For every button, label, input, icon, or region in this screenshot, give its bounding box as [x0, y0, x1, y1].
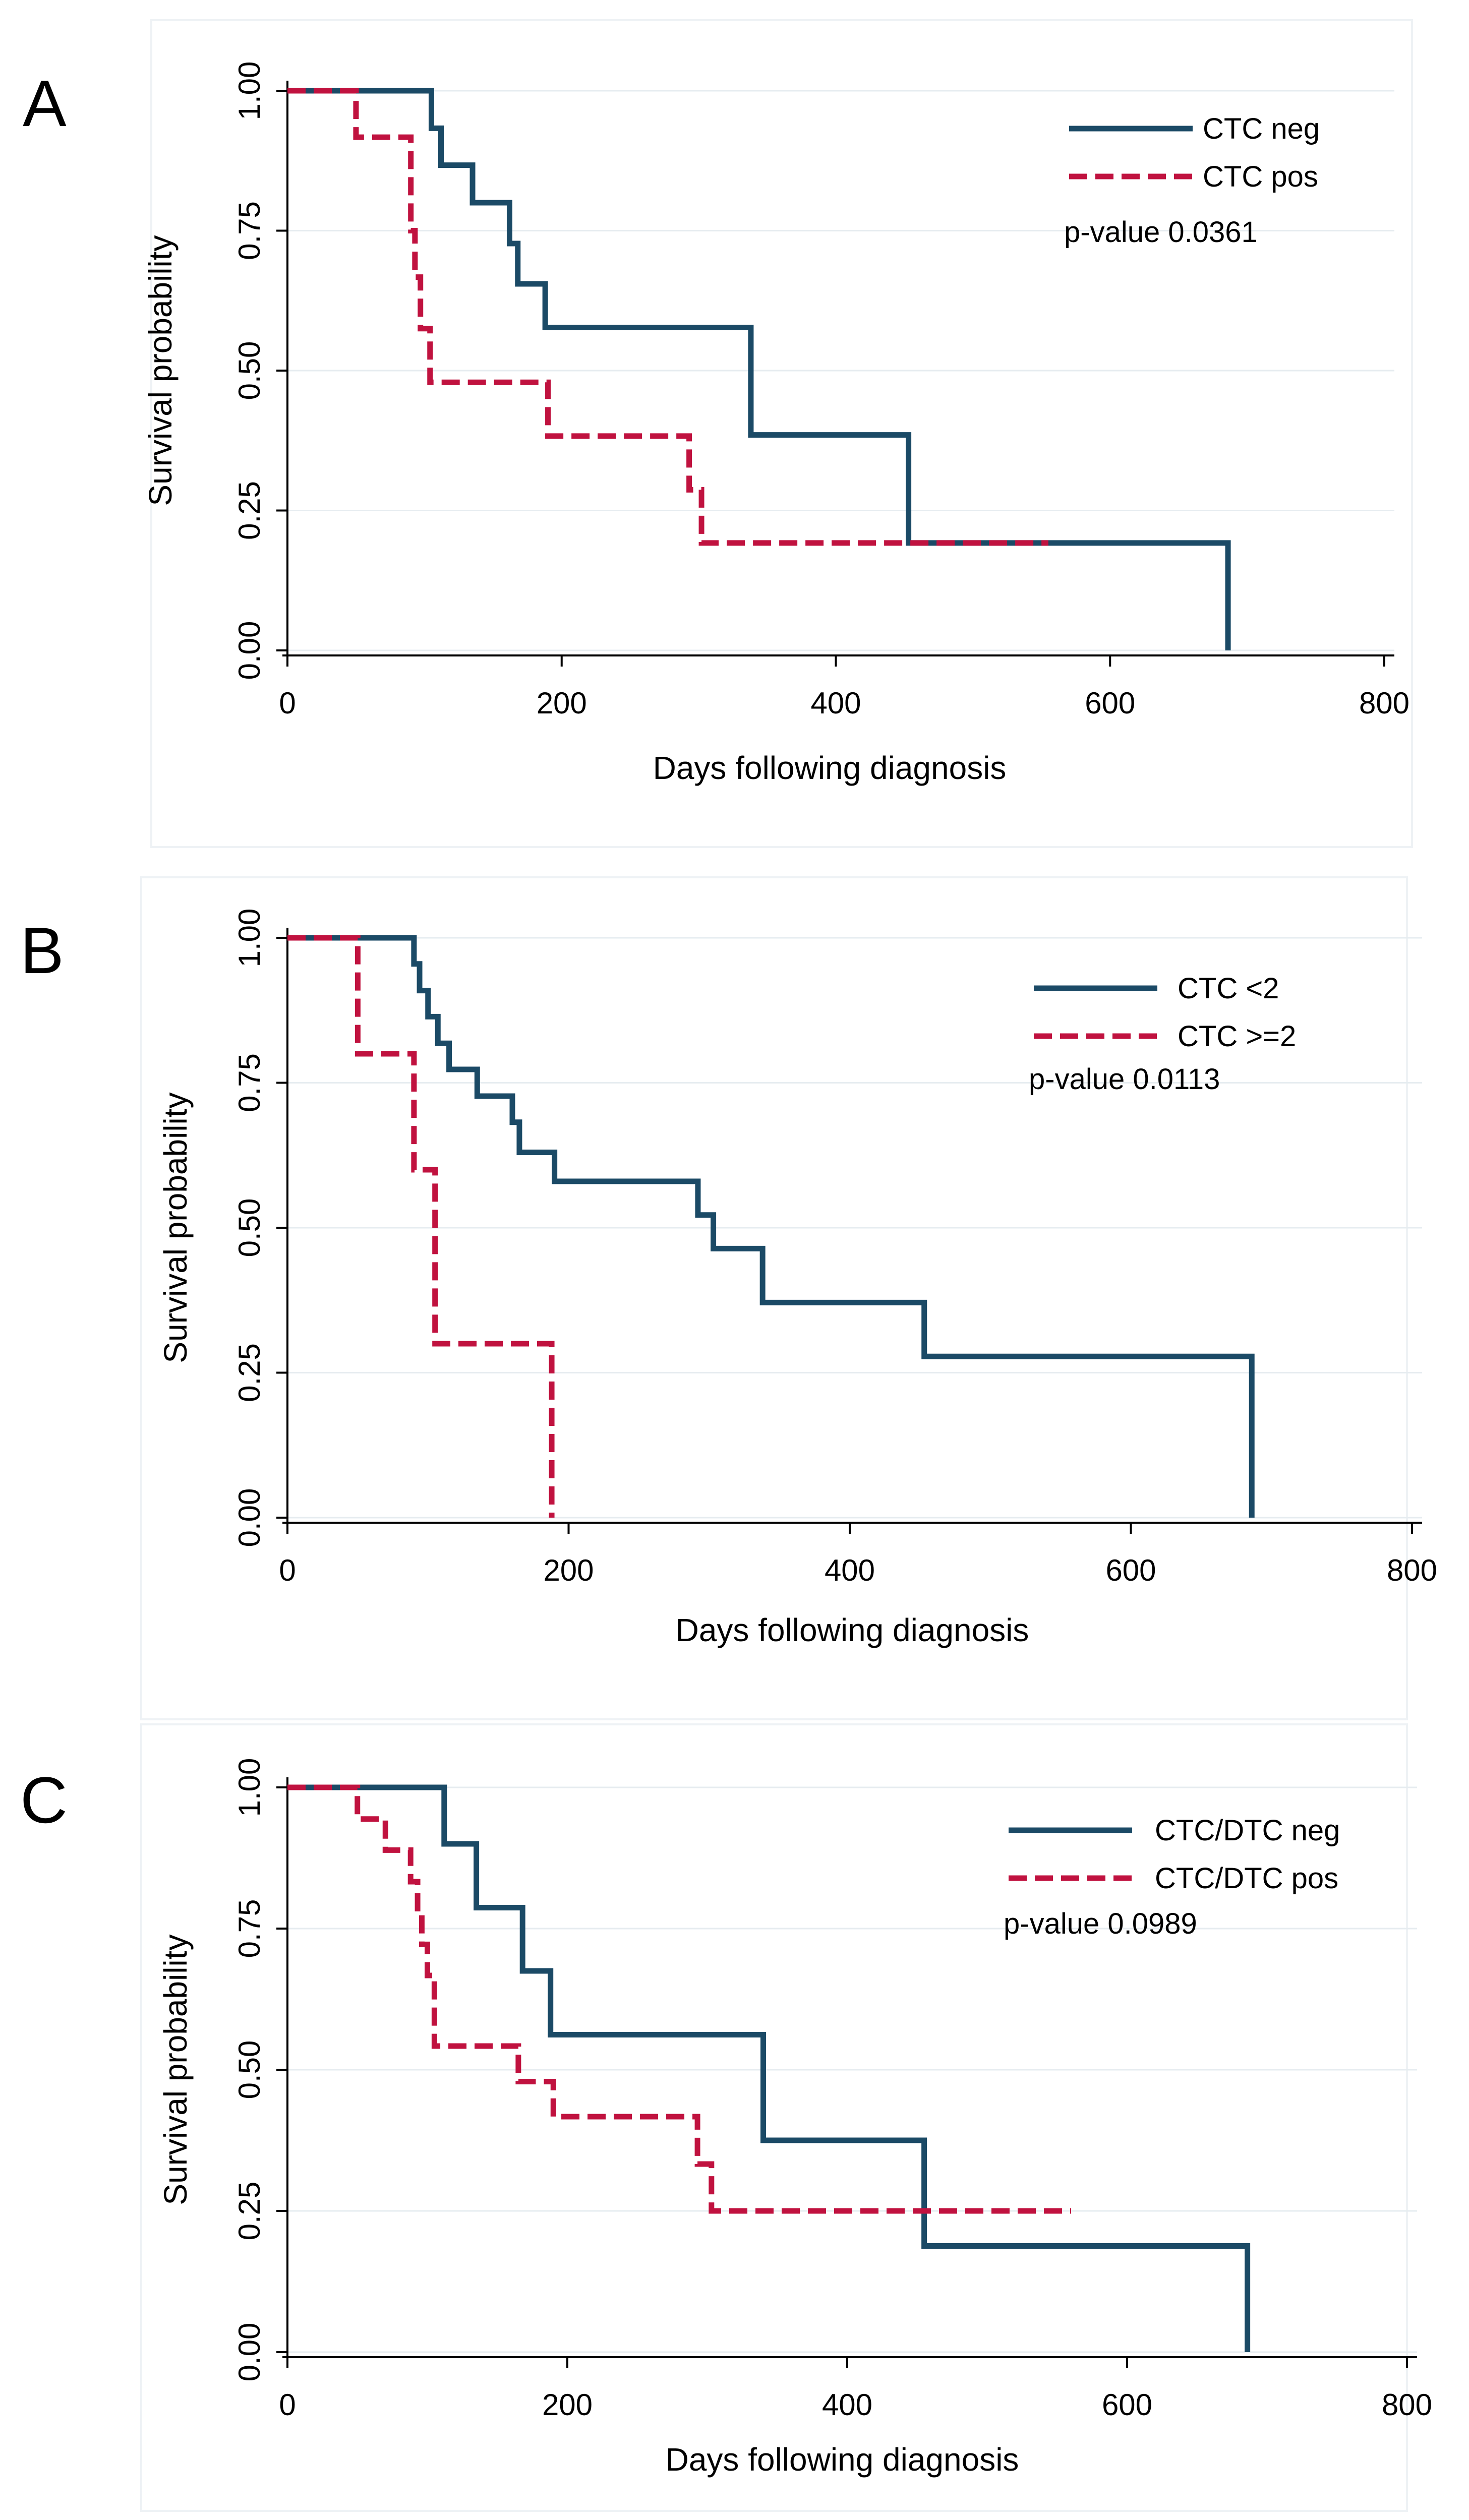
x-tick-label: 200 [542, 2388, 593, 2422]
y-tick-label: 0.50 [232, 1198, 266, 1257]
legend-label: CTC/DTC neg [1155, 1814, 1340, 1847]
x-tick-label: 400 [822, 2388, 872, 2422]
panel-label: C [20, 1763, 68, 1837]
series-line-dashed [287, 1784, 1071, 2214]
y-tick-label: 0.75 [232, 1899, 266, 1958]
p-value: p-value 0.0361 [1064, 216, 1258, 249]
y-tick-label: 0.75 [232, 1053, 266, 1112]
panel-label: B [20, 914, 64, 987]
x-tick-label: 600 [1105, 1553, 1156, 1587]
panel-A: A 0.00 0.25 0.50 0.75 1.00 0 200 400 600 800 Surviv… [23, 19, 1413, 848]
legend-label: CTC <2 [1178, 972, 1279, 1005]
y-tick-label: 1.00 [232, 909, 266, 968]
y-tick-label: 0.00 [232, 621, 266, 680]
x-tick-label: 200 [543, 1553, 594, 1587]
series-line-dashed [287, 935, 555, 1518]
panel-C: C 0.00 0.25 0.50 0.75 1.00 0 200 400 600 800 Surviv… [20, 1723, 1432, 2512]
y-tick-label: 0.75 [232, 201, 266, 260]
y-axis-title: Survival probability [157, 1934, 194, 2205]
panel-B: B 0.00 0.25 0.50 0.75 1.00 0 200 400 600 800 Surviv… [20, 876, 1437, 1720]
y-tick-label: 0.00 [232, 1488, 266, 1547]
series-line-dashed [287, 88, 1048, 546]
p-value: p-value 0.0989 [1004, 1907, 1197, 1940]
x-tick-label: 400 [825, 1553, 875, 1587]
x-axis-title: Days following diagnosis [666, 2441, 1019, 2478]
y-axis-title: Survival probability [142, 235, 179, 506]
panel-frame [140, 1723, 1408, 2512]
legend-label: CTC neg [1203, 112, 1320, 145]
x-tick-label: 600 [1085, 686, 1135, 720]
p-value: p-value 0.0113 [1029, 1063, 1220, 1096]
x-tick-label: 800 [1382, 2388, 1432, 2422]
x-tick-label: 600 [1102, 2388, 1152, 2422]
y-tick-label: 1.00 [232, 62, 266, 121]
legend-label: CTC/DTC pos [1155, 1862, 1338, 1895]
legend-label: CTC >=2 [1178, 1020, 1296, 1053]
x-tick-label: 0 [279, 686, 296, 720]
x-tick-label: 800 [1387, 1553, 1437, 1587]
x-axis-title: Days following diagnosis [653, 750, 1007, 786]
x-tick-label: 0 [279, 2388, 296, 2422]
series-line-solid [287, 935, 1255, 1518]
panel-label: A [23, 67, 67, 140]
panel-frame [140, 876, 1408, 1720]
x-tick-label: 400 [810, 686, 861, 720]
y-tick-label: 0.50 [232, 2041, 266, 2099]
y-tick-label: 0.25 [232, 2182, 266, 2241]
y-tick-label: 0.25 [232, 1343, 266, 1402]
x-tick-label: 800 [1359, 686, 1409, 720]
y-axis-title: Survival probability [157, 1092, 194, 1363]
x-tick-label: 0 [279, 1553, 296, 1587]
legend-label: CTC pos [1203, 160, 1318, 193]
x-axis-title: Days following diagnosis [676, 1612, 1029, 1648]
y-tick-label: 0.50 [232, 341, 266, 400]
x-tick-label: 200 [537, 686, 587, 720]
series-line-solid [287, 88, 1231, 650]
y-tick-label: 0.25 [232, 481, 266, 540]
y-tick-label: 0.00 [232, 2323, 266, 2382]
y-tick-label: 1.00 [232, 1758, 266, 1817]
